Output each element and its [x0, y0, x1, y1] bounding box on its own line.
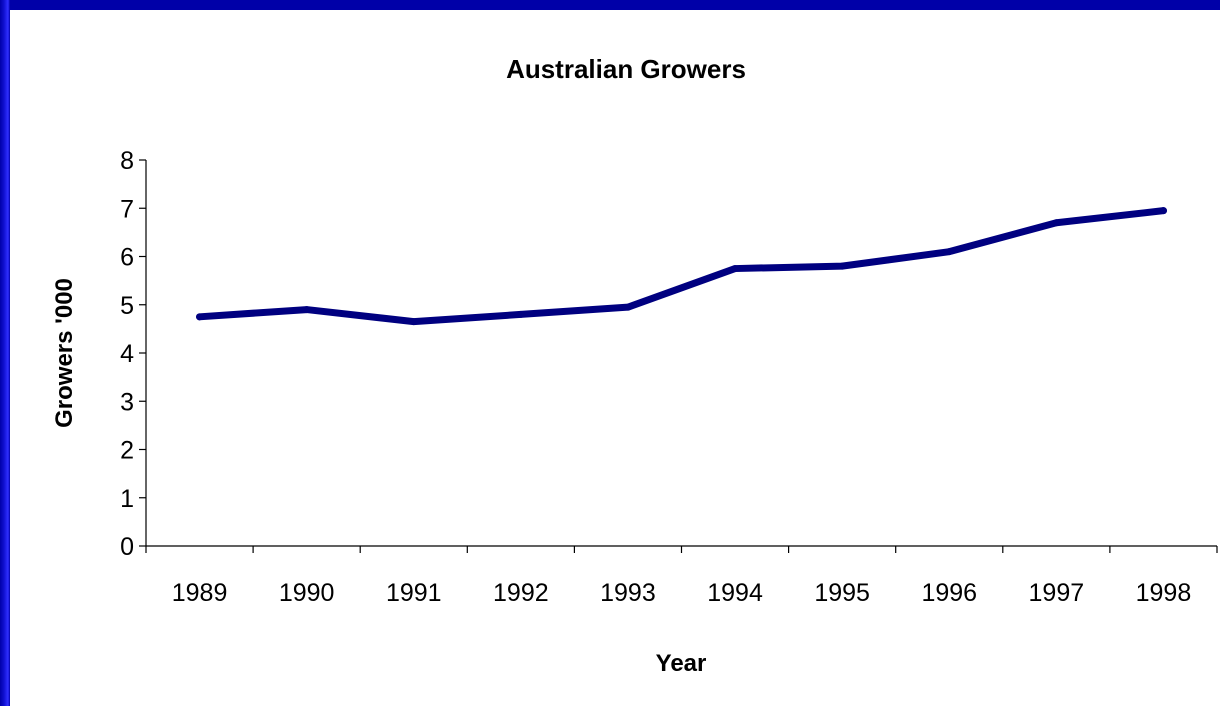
data-point — [1052, 219, 1060, 227]
x-tick-label: 1993 — [600, 579, 656, 607]
y-tick-label: 2 — [120, 437, 134, 465]
x-tick-label: 1990 — [279, 579, 335, 607]
x-tick-label: 1995 — [814, 579, 870, 607]
data-point — [196, 313, 204, 321]
data-point — [731, 265, 739, 273]
line-chart: Australian Growers Growers '000 Year 0 1 2… — [51, 54, 1218, 677]
data-point — [624, 303, 632, 311]
series-line — [196, 207, 1167, 326]
x-tick-label: 1997 — [1029, 579, 1085, 607]
y-tick-label: 8 — [120, 147, 134, 175]
data-point — [410, 318, 418, 326]
x-tick-label: 1998 — [1136, 579, 1192, 607]
y-tick-label: 7 — [120, 195, 134, 223]
chart-panel: Australian Growers Growers '000 Year 0 1 2… — [10, 10, 1220, 706]
y-tick-label: 1 — [120, 485, 134, 513]
data-point — [945, 248, 953, 256]
x-tick-label: 1992 — [493, 579, 549, 607]
axes: 0 1 2 3 4 5 6 7 8 1989 1990 1991 1992 1993 1994 1995 199… — [120, 147, 1218, 607]
data-point — [303, 306, 311, 314]
data-point — [517, 310, 525, 318]
y-tick-label: 6 — [120, 244, 134, 272]
x-tick-label: 1991 — [386, 579, 442, 607]
x-tick-label: 1989 — [172, 579, 228, 607]
chart-title: Australian Growers — [506, 54, 746, 84]
x-tick-label: 1996 — [921, 579, 977, 607]
data-point — [838, 262, 846, 270]
data-marks — [196, 207, 1167, 326]
y-tick-label: 0 — [120, 533, 134, 561]
y-tick-label: 5 — [120, 292, 134, 320]
data-point — [1159, 207, 1167, 215]
y-axis-title: Growers '000 — [51, 278, 78, 428]
x-axis-title: Year — [656, 650, 707, 677]
x-tick-label: 1994 — [707, 579, 763, 607]
y-tick-label: 3 — [120, 388, 134, 416]
y-tick-label: 4 — [120, 340, 134, 368]
